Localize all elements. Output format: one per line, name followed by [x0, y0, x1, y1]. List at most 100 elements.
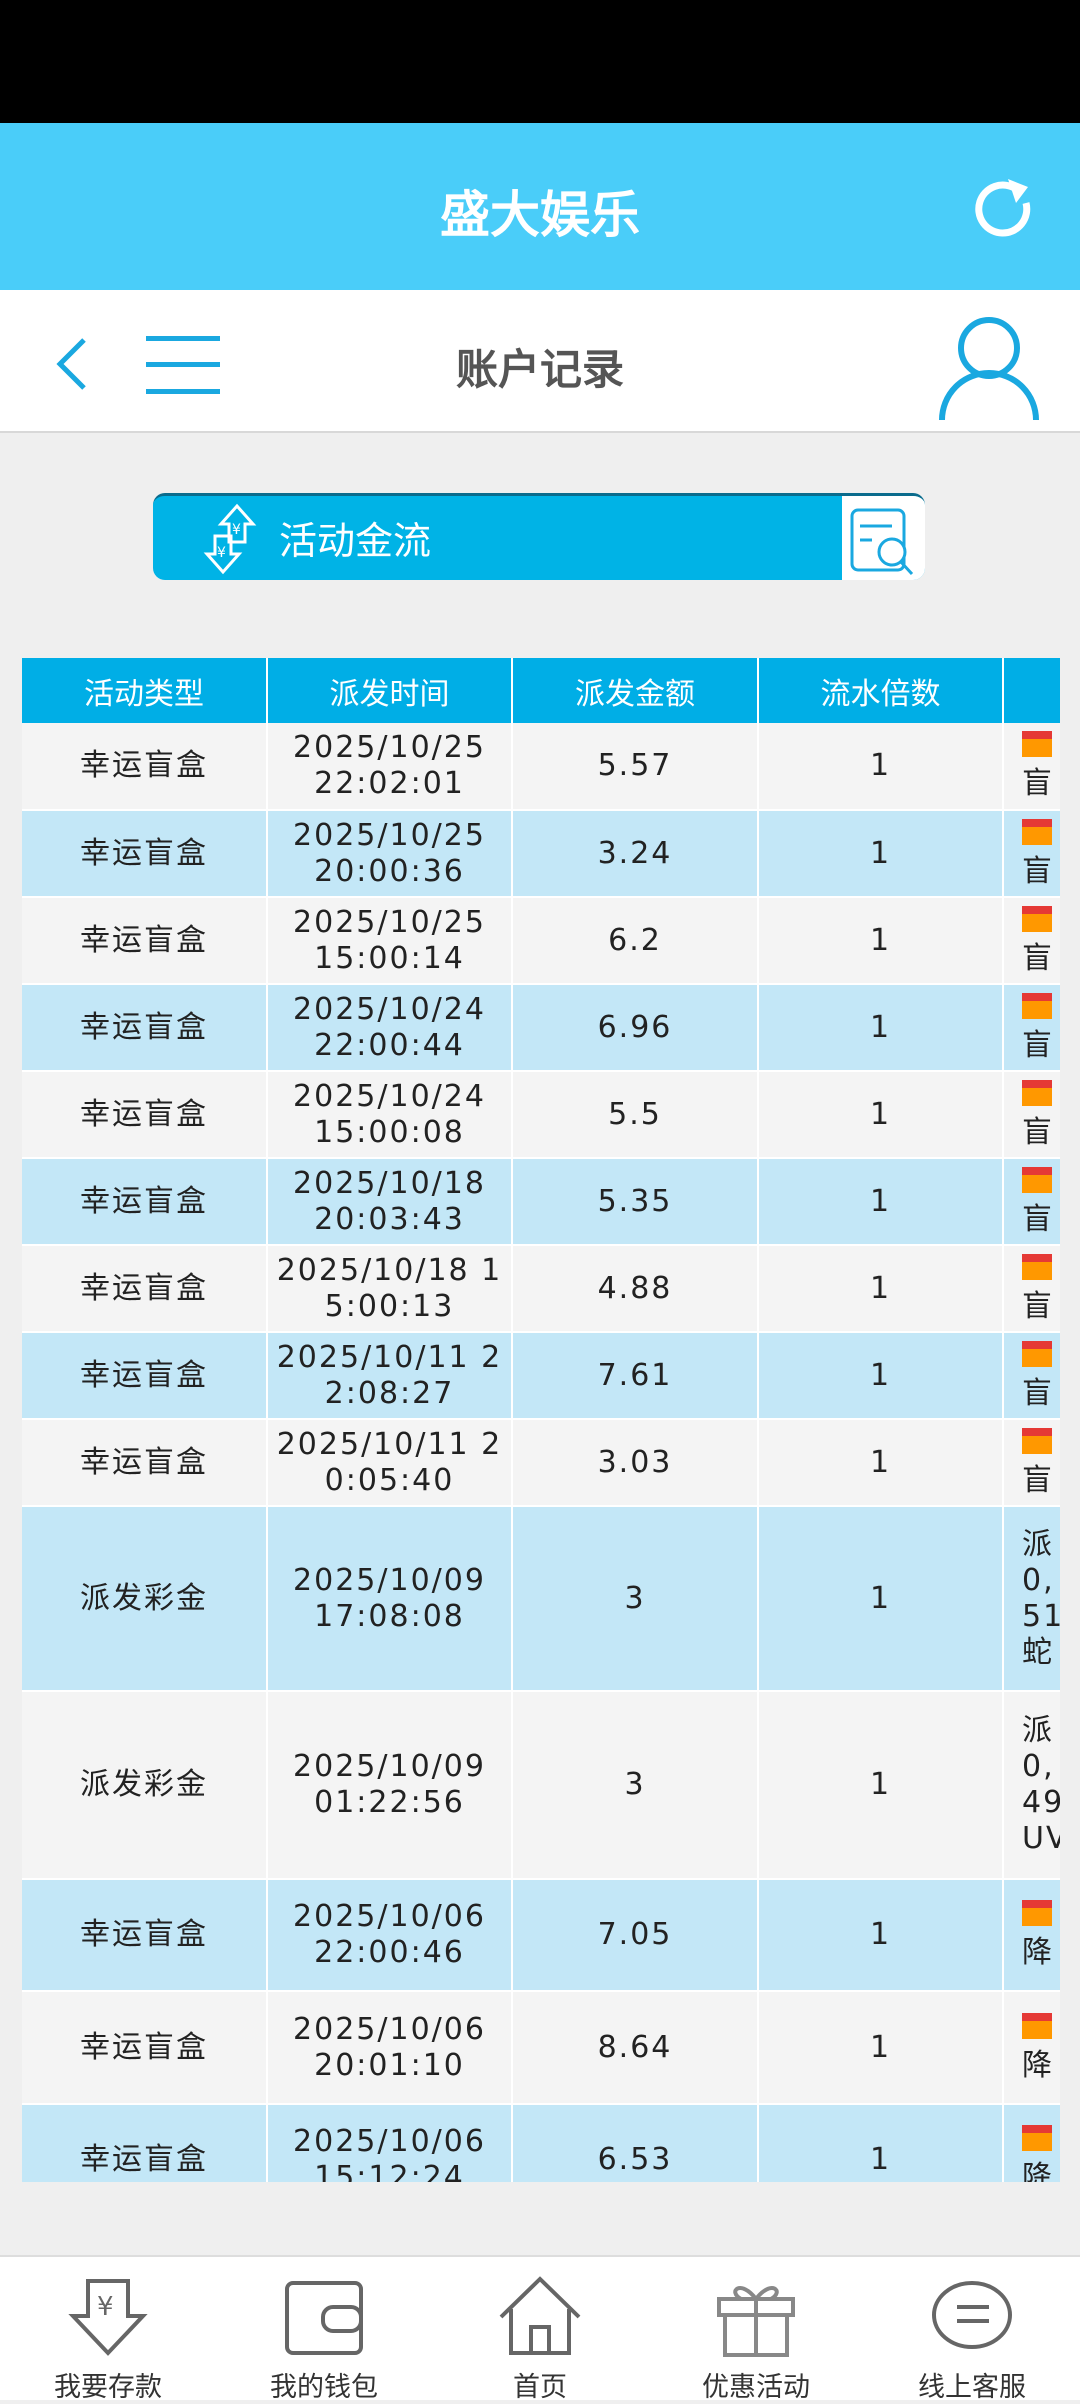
banner-label: 活动金流 [279, 519, 432, 563]
dispatch-time-cell: 2025/10/24 15:00:08 [267, 1071, 513, 1159]
amount-cell: 3 [512, 1691, 759, 1880]
dispatch-time-cell: 2025/10/25 15:00:14 [267, 897, 513, 985]
nav-bar: 账户记录 [0, 290, 1080, 433]
tab-wallet[interactable]: 我的钱包 [216, 2257, 432, 2403]
table-row: 幸运盲盒 2025/10/24 15:00:08 5.5 1 盲 [22, 1071, 1060, 1159]
dispatch-time-cell: 2025/10/18 20:03:43 [267, 1158, 513, 1246]
dispatch-time-cell: 2025/10/09 17:08:08 [267, 1506, 513, 1692]
back-icon[interactable] [52, 336, 92, 392]
table-row: 幸运盲盒 2025/10/25 20:00:36 3.24 1 盲 [22, 810, 1060, 898]
table-row: 幸运盲盒 2025/10/06 20:01:10 8.64 1 降 [22, 1991, 1060, 2105]
remark-text: 盲 [1022, 1201, 1054, 1237]
remark-text: 派 0, 49 UV [1022, 1713, 1060, 1856]
multiplier-cell: 1 [758, 723, 1004, 811]
activity-type-cell: 幸运盲盒 [22, 897, 268, 985]
refresh-icon[interactable] [968, 173, 1040, 245]
activity-type-cell: 幸运盲盒 [22, 1879, 268, 1992]
app-title: 盛大娱乐 [440, 186, 640, 244]
amount-cell: 6.53 [512, 2104, 759, 2182]
amount-cell: 3 [512, 1506, 759, 1692]
search-record-button[interactable] [842, 496, 925, 580]
remark-text: 降 [1022, 2160, 1054, 2182]
menu-icon[interactable] [146, 336, 220, 394]
page-title: 账户记录 [455, 345, 624, 394]
table-row: 幸运盲盒 2025/10/06 22:00:46 7.05 1 降 [22, 1879, 1060, 1992]
multiplier-cell: 1 [758, 1991, 1004, 2105]
currency-exchange-icon: ¥¥ [203, 503, 257, 575]
gift-icon [1022, 1900, 1052, 1926]
amount-cell: 3.24 [512, 810, 759, 898]
remark-text: 盲 [1022, 1288, 1054, 1324]
dispatch-time-cell: 2025/10/25 22:02:01 [267, 723, 513, 811]
wallet-icon [285, 2281, 363, 2355]
tab-customer-service[interactable]: 线上客服 [864, 2257, 1080, 2403]
amount-cell: 6.96 [512, 984, 759, 1072]
dispatch-time-cell: 2025/10/06 15:12:24 [267, 2104, 513, 2182]
status-bar [0, 0, 1080, 123]
activity-type-cell: 幸运盲盒 [22, 1991, 268, 2105]
deposit-icon: ¥ [68, 2279, 148, 2356]
gift-icon [1022, 905, 1052, 932]
dispatch-time-cell: 2025/10/18 1 5:00:13 [267, 1245, 513, 1333]
remark-text: 降 [1022, 2047, 1054, 2083]
table-row: 幸运盲盒 2025/10/11 2 0:05:40 3.03 1 盲 [22, 1419, 1060, 1507]
remark-text: 派 0, 51 蛇 [1022, 1526, 1060, 1670]
app-header: 盛大娱乐 [0, 123, 1080, 290]
dispatch-time-cell: 2025/10/24 22:00:44 [267, 984, 513, 1072]
tab-home[interactable]: 首页 [432, 2257, 648, 2403]
column-header: 派发金额 [512, 658, 759, 723]
activity-type-cell: 派发彩金 [22, 1691, 268, 1880]
table-row: 幸运盲盒 2025/10/24 22:00:44 6.96 1 盲 [22, 984, 1060, 1072]
remark-cell: 盲 [1003, 984, 1060, 1072]
gift-icon [1022, 1166, 1052, 1193]
svg-text:¥: ¥ [97, 2292, 114, 2322]
remark-cell: 盲 [1003, 897, 1060, 985]
remark-cell: 盲 [1003, 1245, 1060, 1333]
remark-cell: 盲 [1003, 1158, 1060, 1246]
home-icon [499, 2276, 581, 2355]
column-header [1003, 658, 1060, 723]
gift-icon [1022, 1427, 1052, 1454]
amount-cell: 5.35 [512, 1158, 759, 1246]
records-table[interactable]: 活动类型 派发时间 派发金额 流水倍数 幸运盲盒 2025/10/25 22:02… [22, 658, 1060, 2182]
dispatch-time-cell: 2025/10/09 01:22:56 [267, 1691, 513, 1880]
remark-text: 盲 [1022, 1027, 1054, 1063]
table-row: 幸运盲盒 2025/10/25 22:02:01 5.57 1 盲 [22, 723, 1060, 811]
gift-icon [1022, 1340, 1052, 1367]
activity-type-cell: 幸运盲盒 [22, 2104, 268, 2182]
activity-flow-banner: ¥ ¥ 活动金流 [153, 493, 925, 580]
gift-icon [1022, 2125, 1052, 2151]
multiplier-cell: 1 [758, 1419, 1004, 1507]
remark-text: 盲 [1022, 853, 1054, 889]
amount-cell: 8.64 [512, 1991, 759, 2105]
multiplier-cell: 1 [758, 897, 1004, 985]
search-document-icon [850, 508, 914, 576]
table-row: 派发彩金 2025/10/09 17:08:08 3 1 派 0, 51 蛇 [22, 1506, 1060, 1692]
multiplier-cell: 1 [758, 1158, 1004, 1246]
remark-text: 盲 [1022, 940, 1054, 976]
activity-type-cell: 幸运盲盒 [22, 984, 268, 1072]
dispatch-time-cell: 2025/10/11 2 0:05:40 [267, 1419, 513, 1507]
activity-type-cell: 幸运盲盒 [22, 1419, 268, 1507]
multiplier-cell: 1 [758, 1245, 1004, 1333]
svg-text:¥: ¥ [232, 522, 241, 538]
gift-icon [1022, 2012, 1052, 2039]
user-icon[interactable] [936, 312, 1042, 422]
activity-type-cell: 幸运盲盒 [22, 1071, 268, 1159]
activity-type-cell: 幸运盲盒 [22, 1245, 268, 1333]
remark-text: 盲 [1022, 766, 1054, 801]
tab-deposit[interactable]: ¥ 我要存款 [0, 2257, 216, 2403]
table-row: 幸运盲盒 2025/10/25 15:00:14 6.2 1 盲 [22, 897, 1060, 985]
table-row: 幸运盲盒 2025/10/18 1 5:00:13 4.88 1 盲 [22, 1245, 1060, 1333]
remark-text: 降 [1022, 1935, 1054, 1970]
table-row: 幸运盲盒 2025/10/06 15:12:24 6.53 1 降 [22, 2104, 1060, 2182]
remark-text: 盲 [1022, 1114, 1054, 1150]
multiplier-cell: 1 [758, 1332, 1004, 1420]
dispatch-time-cell: 2025/10/25 20:00:36 [267, 810, 513, 898]
tab-promotions[interactable]: 优惠活动 [648, 2257, 864, 2403]
bottom-nav: ¥ 我要存款 我的钱包 首页 优惠活动 线上客服 [0, 2255, 1080, 2403]
dispatch-time-cell: 2025/10/11 2 2:08:27 [267, 1332, 513, 1420]
remark-cell: 降 [1003, 1879, 1060, 1992]
gift-icon [1022, 1253, 1052, 1280]
